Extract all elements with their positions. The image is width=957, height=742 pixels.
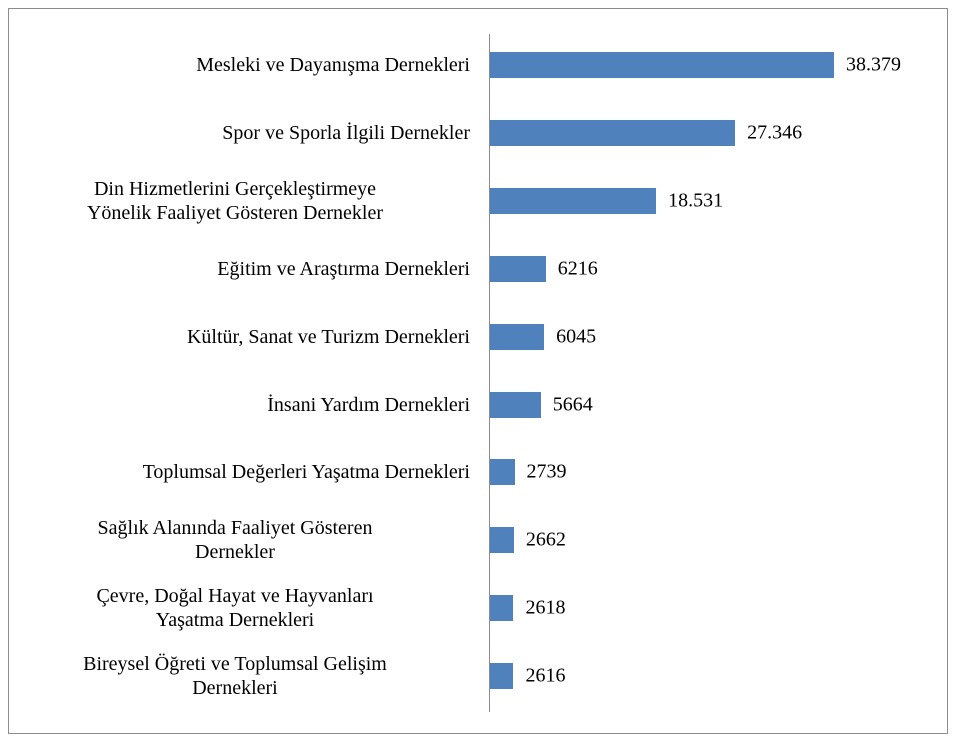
value-label: 2739: [526, 460, 567, 483]
category-label: Kültür, Sanat ve Turizm Dernekleri: [186, 325, 470, 348]
bar: [490, 595, 514, 622]
value-label: 2618: [525, 596, 566, 619]
category-label: İnsani Yardım Dernekleri: [267, 393, 470, 416]
bar: [490, 52, 834, 78]
value-label: 27.346: [747, 121, 803, 144]
category-label: Din Hizmetlerini Gerçekleştirmeye Yöneli…: [86, 177, 383, 224]
category-label: Spor ve Sporla İlgili Dernekler: [222, 121, 470, 144]
category-label: Toplumsal Değerleri Yaşatma Dernekleri: [142, 461, 470, 484]
category-label: Mesleki ve Dayanışma Dernekleri: [196, 54, 470, 76]
value-label: 2616: [525, 664, 566, 687]
bar: [490, 527, 514, 554]
bar: [490, 391, 541, 418]
value-label: 5664: [552, 393, 593, 415]
bar: [490, 459, 515, 486]
value-label: 6216: [557, 257, 598, 280]
bar: [490, 663, 514, 690]
value-label: 6045: [556, 325, 597, 348]
value-label: 38.379: [846, 53, 901, 76]
value-label: 18.531: [668, 189, 724, 212]
category-label: Bireysel Öğreti ve Toplumsal Gelişim Der…: [83, 653, 387, 700]
category-label: Eğitim ve Araştırma Dernekleri: [217, 257, 470, 280]
category-label: Sağlık Alanında Faaliyet Gösteren Dernek…: [97, 517, 373, 564]
value-label: 2662: [525, 528, 566, 551]
bar: [490, 119, 736, 146]
chart-frame: [8, 8, 948, 734]
bar: [490, 255, 546, 282]
bar: [490, 323, 545, 350]
bar: [490, 187, 657, 214]
category-label: Çevre, Doğal Hayat ve Hayvanları Yaşatma…: [96, 585, 374, 632]
category-axis: [489, 34, 490, 712]
